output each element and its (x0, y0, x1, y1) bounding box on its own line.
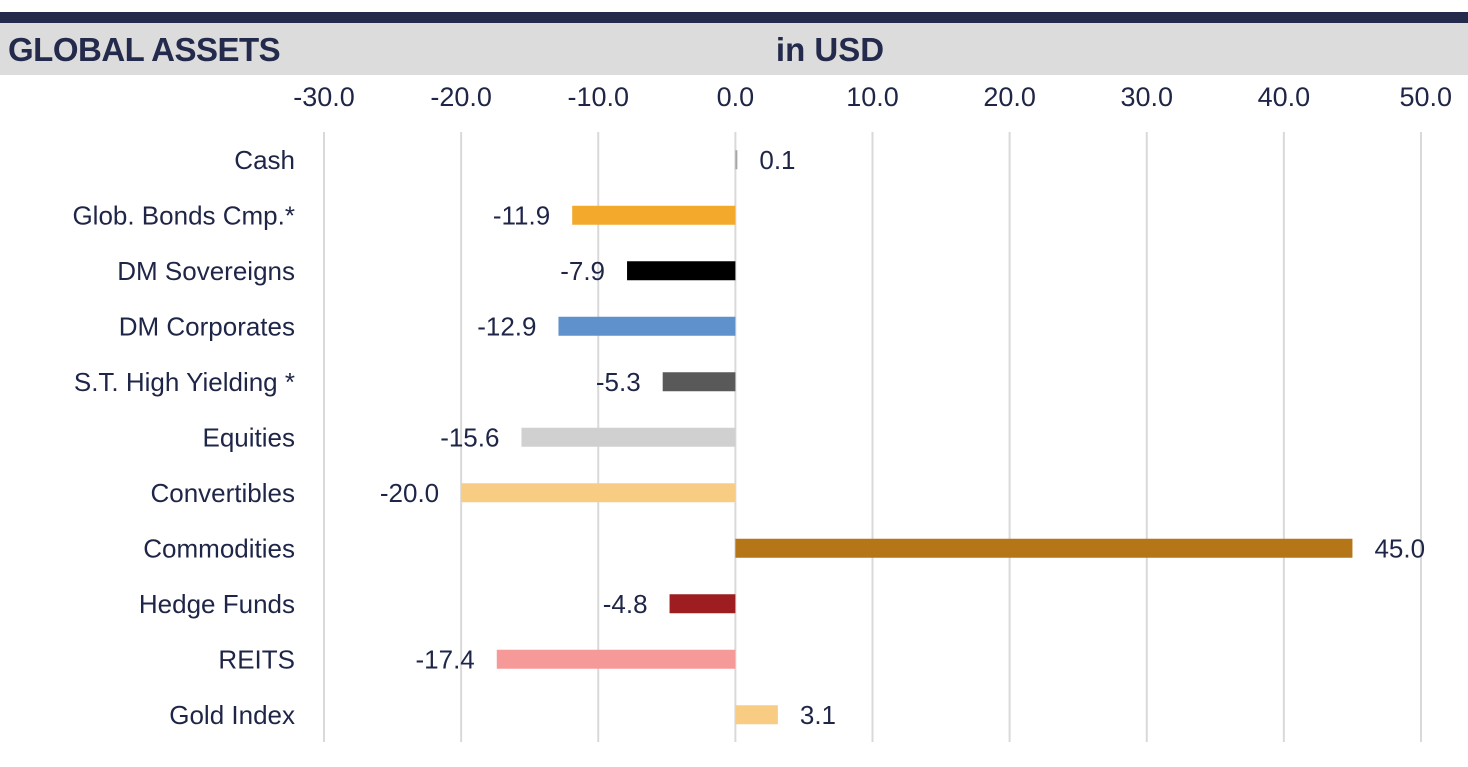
x-tick-label: 10.0 (846, 82, 899, 112)
chart-subtitle: in USD (775, 31, 885, 68)
x-tick-label: 40.0 (1258, 82, 1311, 112)
category-label: Glob. Bonds Cmp.* (72, 200, 295, 230)
data-labels: 0.1 -11.9 -7.9 -12.9 -5.3 -15.6-20.0 45.0 -4.8 -… (380, 145, 1425, 730)
x-tick-label: 30.0 (1120, 82, 1173, 112)
category-label: S.T. High Yielding * (74, 367, 295, 397)
bar (496, 649, 736, 669)
data-label: -4.8 (603, 589, 648, 619)
bar (572, 205, 736, 225)
bar (735, 705, 778, 725)
x-tick-label: -10.0 (567, 82, 629, 112)
x-tick-label: -20.0 (430, 82, 492, 112)
category-label: Hedge Funds (139, 589, 295, 619)
data-label: -7.9 (560, 256, 605, 286)
data-label: -5.3 (596, 367, 641, 397)
x-tick-label: 0.0 (717, 82, 755, 112)
bar (461, 483, 736, 503)
header-band (0, 23, 1468, 75)
data-label: 45.0 (1374, 533, 1425, 563)
data-label: -20.0 (380, 478, 439, 508)
data-label: 3.1 (800, 700, 836, 730)
category-label: Cash (234, 145, 295, 175)
category-label: DM Sovereigns (117, 256, 295, 286)
bars (461, 150, 1353, 725)
header-accent-bar (0, 12, 1468, 23)
x-tick-label: 50.0 (1399, 82, 1452, 112)
bar (662, 372, 736, 392)
x-axis-tick-labels: -30.0 -20.0 -10.0 0.0 10.0 20.0 30.0 40.0 50.0 (293, 82, 1452, 112)
category-label: Gold Index (169, 700, 295, 730)
category-label: Commodities (143, 533, 295, 563)
category-label: Convertibles (150, 478, 295, 508)
data-label: -15.6 (440, 422, 499, 452)
chart-title: GLOBAL ASSETS (8, 31, 281, 68)
data-label: -17.4 (416, 644, 475, 674)
category-label: REITS (218, 644, 295, 674)
bar (735, 538, 1353, 558)
bar (558, 316, 736, 336)
data-label: -12.9 (477, 311, 536, 341)
bar (669, 594, 736, 614)
category-label: DM Corporates (119, 311, 295, 341)
bar (521, 427, 736, 447)
category-labels: Cash Glob. Bonds Cmp.* DM Sovereigns DM Cor… (72, 145, 295, 730)
bar (735, 150, 738, 170)
category-label: Equities (203, 422, 296, 452)
data-label: 0.1 (759, 145, 795, 175)
data-label: -11.9 (493, 200, 550, 230)
bar (627, 261, 736, 281)
x-tick-label: -30.0 (293, 82, 355, 112)
x-tick-label: 20.0 (983, 82, 1036, 112)
